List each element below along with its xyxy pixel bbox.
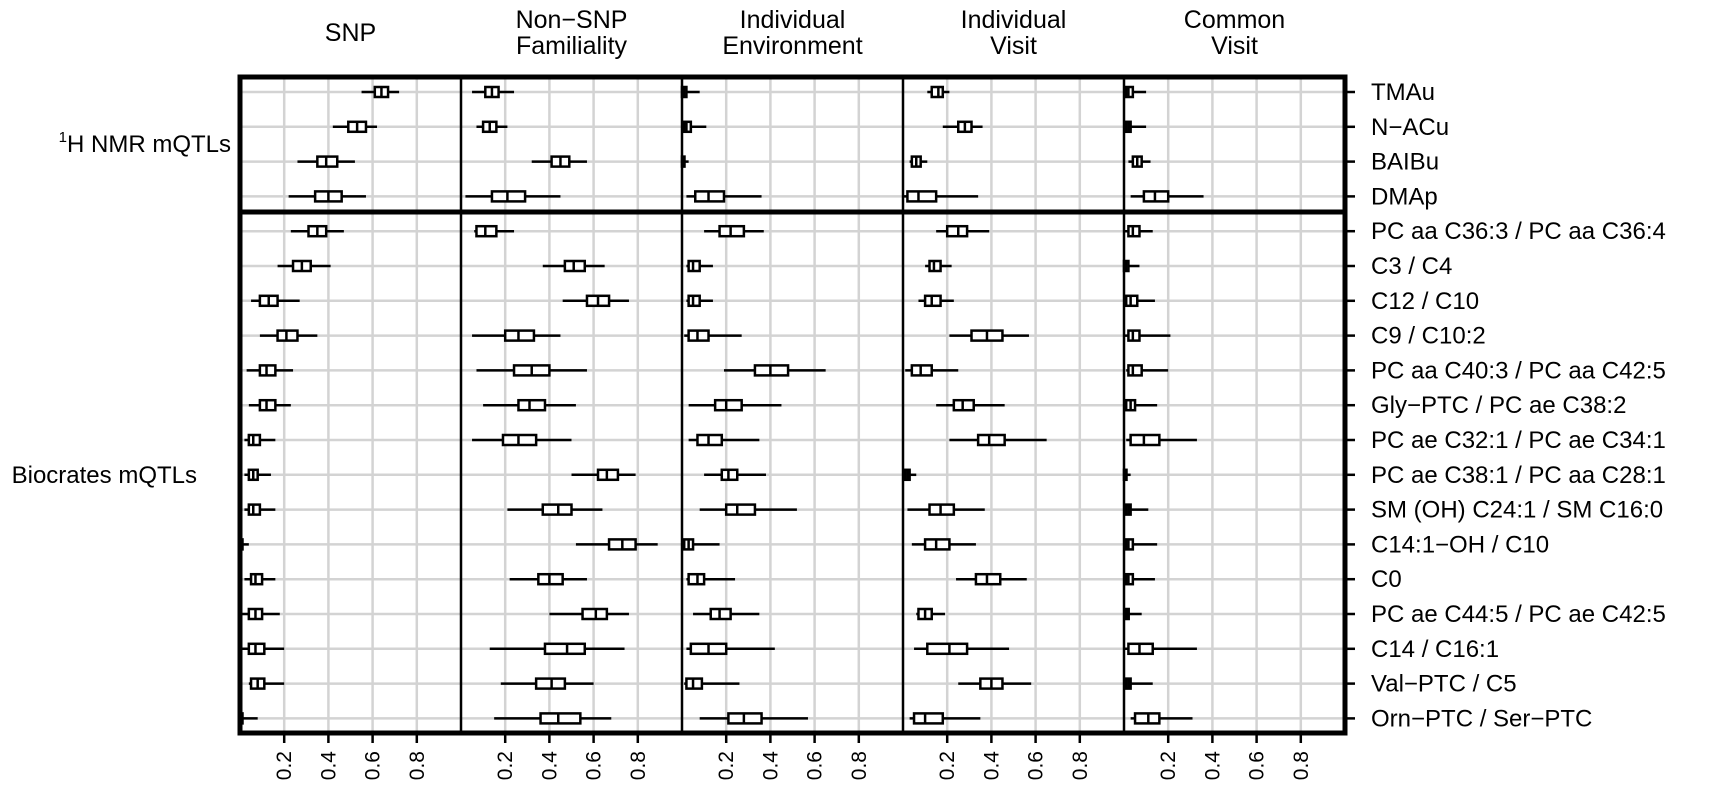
x-tick-label: 0.8: [406, 751, 429, 780]
panel-title-line2: Environment: [722, 32, 862, 60]
x-tick-label: 0.2: [715, 751, 738, 780]
panel-title-line1: Non−SNP: [516, 6, 628, 34]
x-tick-label: 0.8: [848, 751, 871, 780]
row-labels: TMAu N−ACu BAIBu DMAp PC aa C36:3 / PC aa C3…: [1345, 79, 1666, 732]
box-iqr: [517, 398, 547, 412]
x-tick-label: 0.4: [980, 751, 1003, 781]
x-tick-label: 0.6: [1025, 751, 1048, 780]
panel-title-line1: Common: [1184, 6, 1285, 34]
x-tick-label: 0.8: [1069, 751, 1092, 780]
box-iqr: [539, 712, 582, 725]
row-label: PC ae C44:5 / PC ae C42:5: [1371, 601, 1666, 628]
x-tick-label: 0.8: [1290, 751, 1313, 780]
row-label: PC ae C38:1 / PC aa C28:1: [1371, 462, 1666, 489]
row-label: N−ACu: [1371, 114, 1449, 141]
row-label: PC ae C32:1 / PC ae C34:1: [1371, 427, 1666, 454]
box-iqr: [906, 190, 938, 203]
row-label: Gly−PTC / PC ae C38:2: [1371, 392, 1626, 419]
row-label: PC aa C36:3 / PC aa C36:4: [1371, 218, 1666, 245]
box-iqr: [713, 398, 743, 412]
row-label: SM (OH) C24:1 / SM C16:0: [1371, 497, 1663, 524]
row-label: Orn−PTC / Ser−PTC: [1371, 705, 1592, 732]
box-iqr: [926, 642, 969, 656]
panel-title-line2: Visit: [990, 32, 1037, 60]
row-label: C12 / C10: [1371, 288, 1479, 315]
panel-titles: SNP Non−SNPFamilialityIndividualEnvironme…: [325, 6, 1285, 60]
x-tick-label: 0.2: [936, 751, 959, 780]
box-iqr: [724, 503, 757, 516]
x-tick-label: 0.8: [627, 751, 650, 780]
x-tick-label: 0.6: [362, 751, 385, 780]
row-label: C3 / C4: [1371, 253, 1452, 280]
x-tick-label: 0.6: [804, 751, 827, 780]
row-label: PC aa C40:3 / PC aa C42:5: [1371, 357, 1666, 384]
box-iqr: [976, 433, 1006, 447]
row-label: C14:1−OH / C10: [1371, 531, 1549, 558]
box-iqr: [912, 712, 945, 725]
row-label: C14 / C16:1: [1371, 636, 1499, 663]
panel-title-line2: Visit: [1211, 32, 1258, 60]
group-labels: 1H NMR mQTLs Biocrates mQTLs: [12, 129, 231, 489]
panel-title-line1: Individual: [961, 6, 1067, 34]
row-label: BAIBu: [1371, 149, 1439, 176]
row-label: C0: [1371, 566, 1402, 593]
grid-lines: [240, 77, 1345, 733]
box-iqr: [1127, 364, 1143, 377]
x-tick-label: 0.2: [273, 751, 296, 780]
x-tick-label: 0.2: [494, 751, 517, 780]
group-label-nmr: 1H NMR mQTLs: [59, 129, 231, 158]
x-tick-label: 0.6: [583, 751, 606, 780]
x-tick-label: 0.4: [759, 751, 782, 781]
x-tick-label: 0.6: [1246, 751, 1269, 780]
panel-title: SNP: [325, 19, 376, 47]
row-label: Val−PTC / C5: [1371, 671, 1517, 698]
row-label: C9 / C10:2: [1371, 323, 1486, 350]
x-tick-label: 0.4: [538, 751, 561, 781]
box-iqr: [543, 642, 587, 656]
panel-title-line1: Individual: [740, 6, 846, 34]
group-label-biocrates: Biocrates mQTLs: [12, 462, 197, 489]
row-label: TMAu: [1371, 79, 1435, 106]
group-label-text: H NMR mQTLs: [67, 131, 231, 158]
x-tick-label: 0.2: [1157, 751, 1180, 780]
x-tick-label: 0.4: [1201, 751, 1224, 781]
panel-title-line2: Familiality: [516, 32, 628, 60]
group-label-superscript: 1: [59, 129, 67, 146]
x-axis-ticks: 0.2 0.4 0.6 0.8 0.2 0.4 0.6 0.8 0.2 0.4 0.6 0.8 0.2 0…: [273, 733, 1313, 780]
row-label: DMAp: [1371, 183, 1438, 210]
x-tick-label: 0.4: [317, 751, 340, 781]
